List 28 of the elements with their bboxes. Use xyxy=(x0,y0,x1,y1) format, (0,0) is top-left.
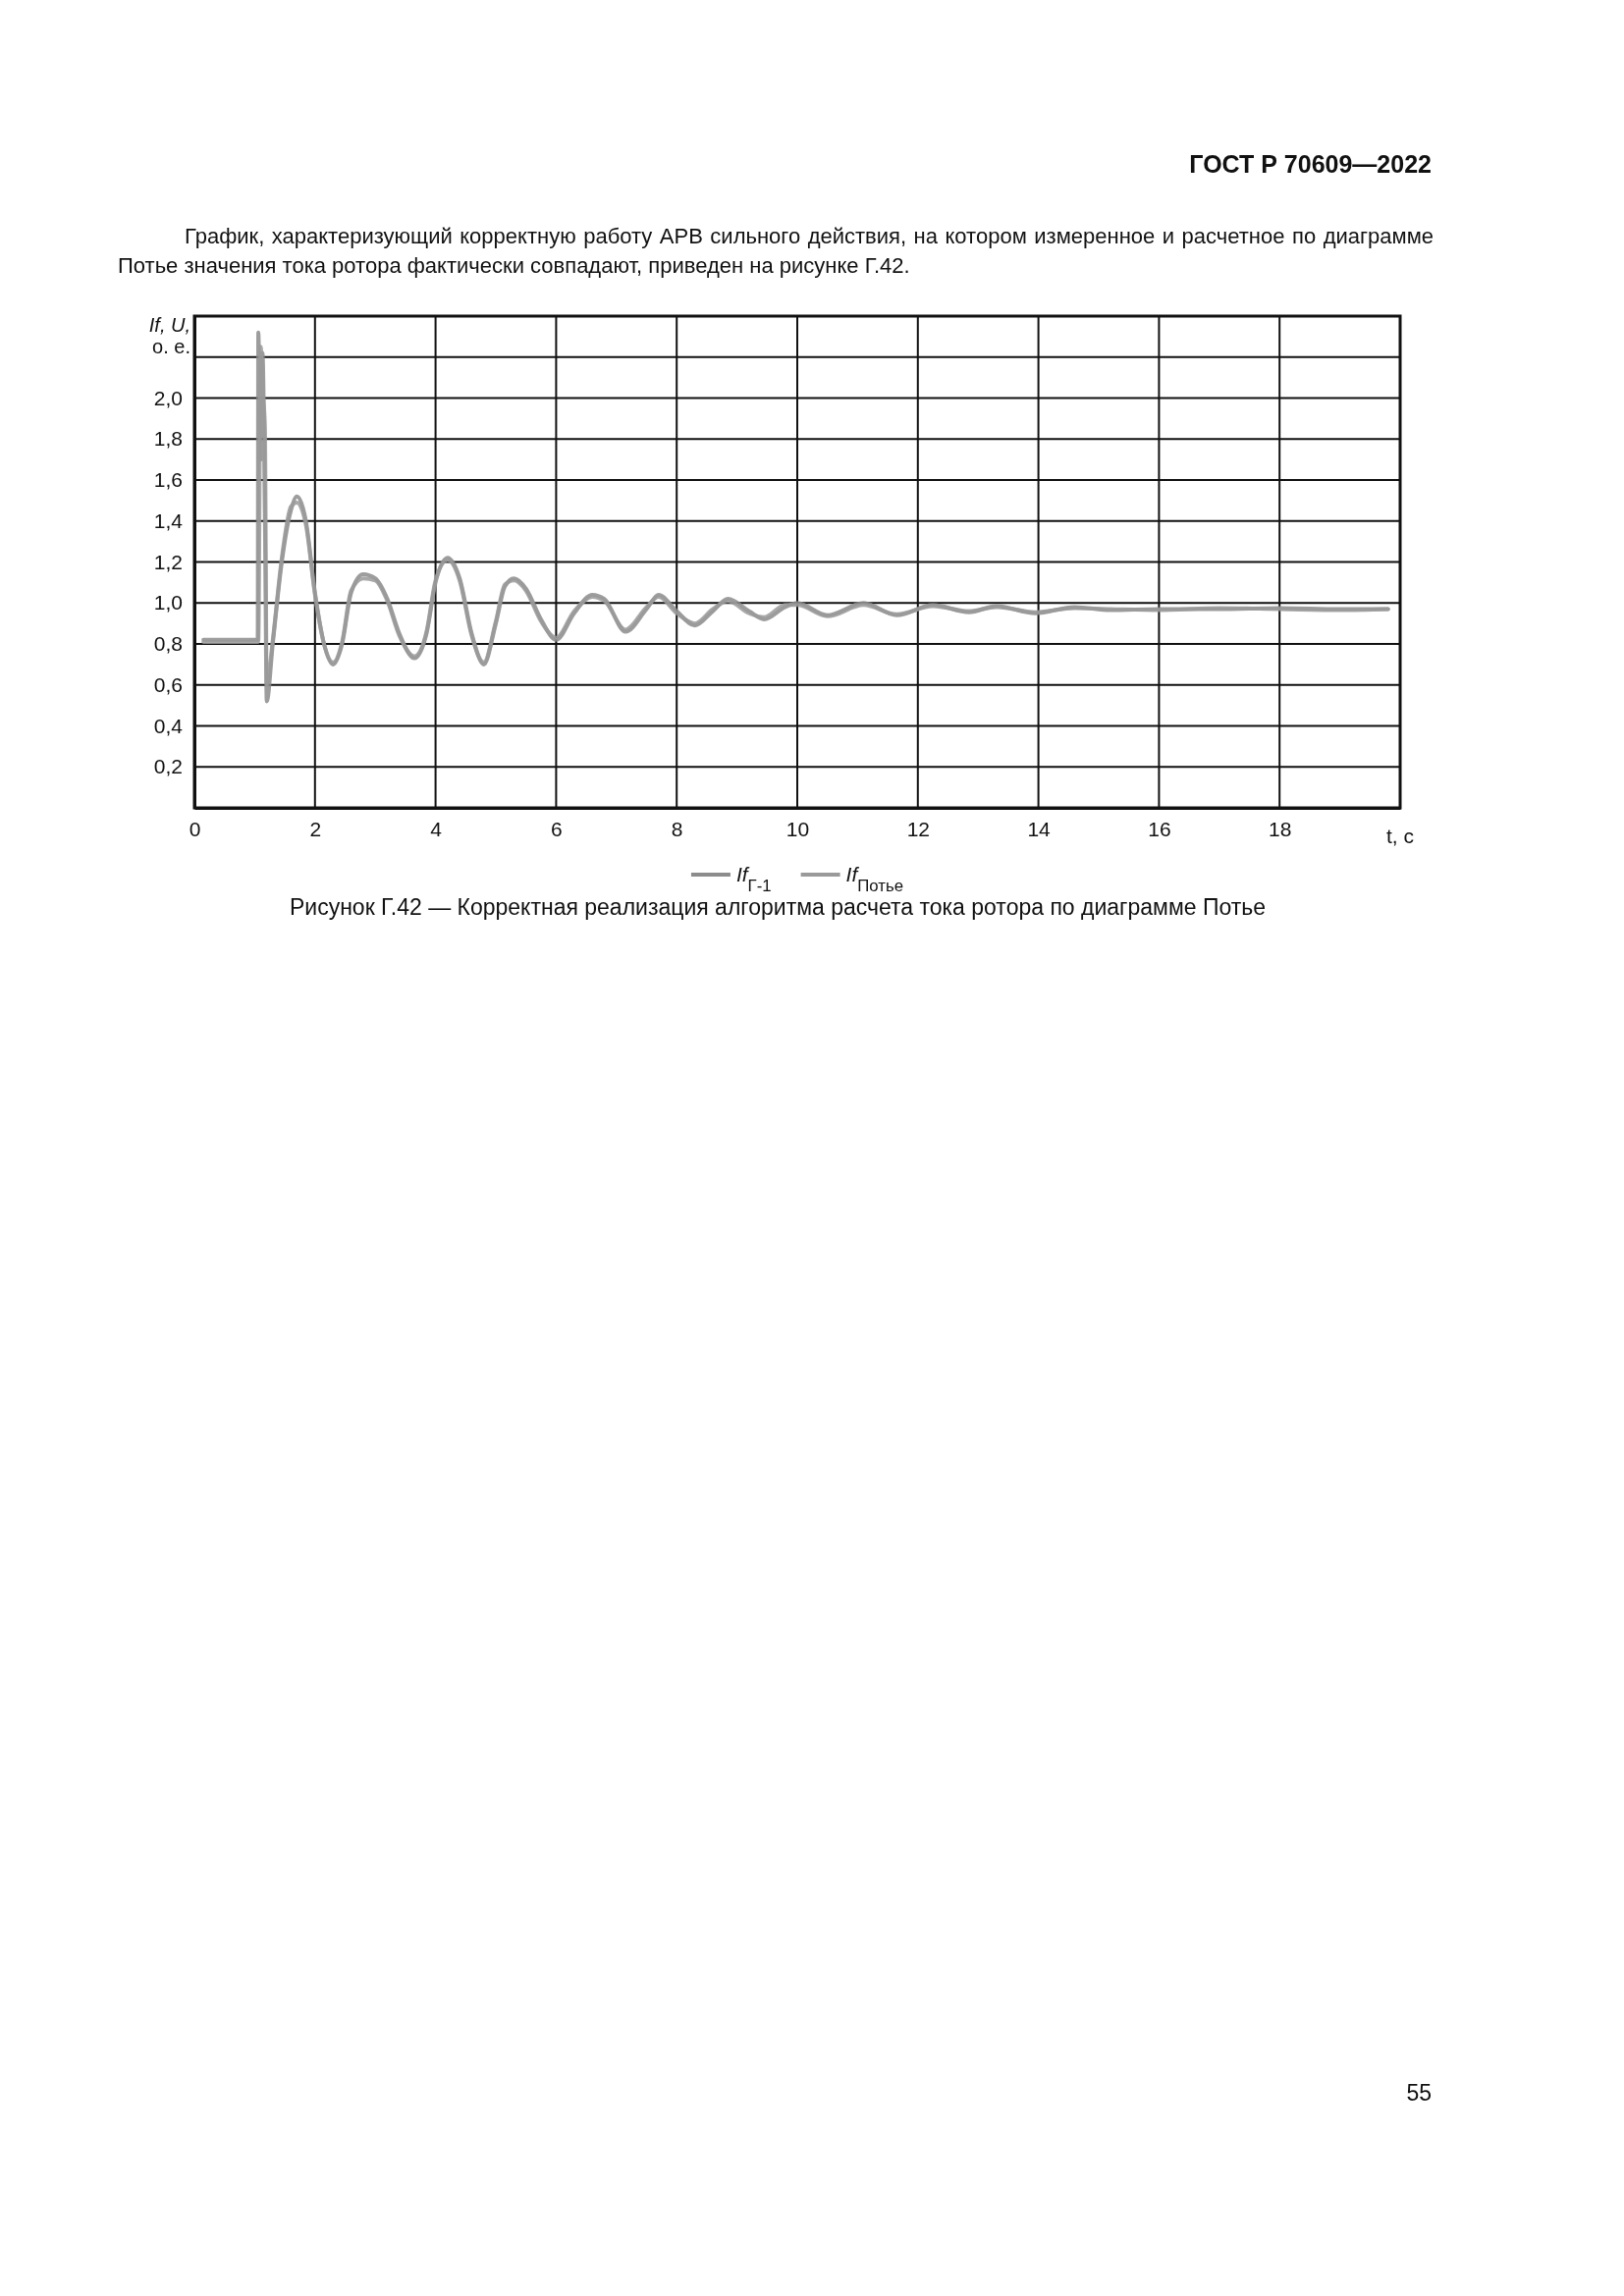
x-tick-label: 8 xyxy=(671,817,683,840)
y-tick-label: 0,2 xyxy=(153,755,183,778)
x-tick-label: 10 xyxy=(785,817,810,840)
y-tick-label: 1,4 xyxy=(153,508,184,532)
y-tick-label: 0,4 xyxy=(153,714,184,737)
x-tick-label: 6 xyxy=(551,817,563,840)
x-tick-label: 18 xyxy=(1269,817,1292,840)
x-tick-label: 2 xyxy=(309,817,322,840)
x-tick-label: 16 xyxy=(1148,817,1171,840)
text: ГОСТ Р 70609—2022 xyxy=(1189,150,1432,178)
x-tick-label: 0 xyxy=(189,817,201,840)
x-tick-label: 14 xyxy=(1027,817,1052,840)
text: Рисунок Г.42 — Корректная реализация алгоритма расчета тока ротора по диаграмме Потье xyxy=(289,894,1267,920)
legend-label: If$_{Потье}$ xyxy=(845,863,904,895)
legend-label: If$_{Г-1}$ xyxy=(735,863,772,895)
y-tick-label: 1,6 xyxy=(153,468,183,492)
y-axis-title: If, U, о. е. xyxy=(148,314,190,357)
y-tick-label: 1,0 xyxy=(153,591,183,614)
x-tick-label: 12 xyxy=(906,817,930,840)
x-axis-title: t, с xyxy=(1385,825,1415,847)
x-tick-label: 4 xyxy=(430,817,443,840)
y-tick-label: 0,8 xyxy=(153,632,183,656)
y-tick-label: 2,0 xyxy=(153,386,183,409)
y-tick-label: 1,2 xyxy=(153,550,183,573)
y-tick-label: 0,6 xyxy=(153,672,183,696)
text: 55 xyxy=(1406,2080,1432,2106)
text: График, характеризующий корректную работу АРВ сильного действия, на котором измеренное и расчетное по диаграмме Потье значения тока ротора фактически совпадают, приведен на рисунке Г.42. xyxy=(118,223,1434,280)
y-tick-label: 1,8 xyxy=(153,427,183,451)
